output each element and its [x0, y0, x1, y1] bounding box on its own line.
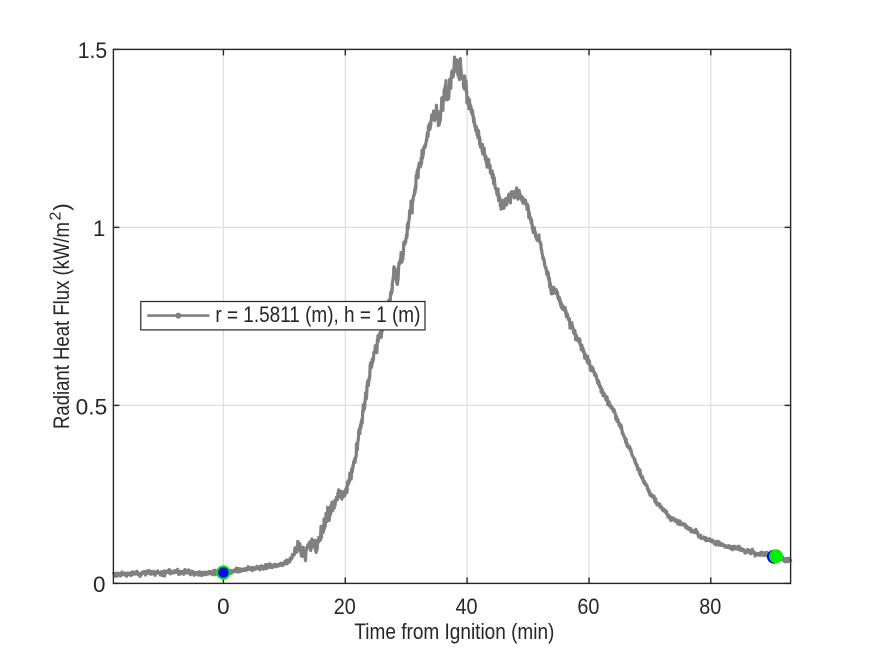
svg-text:): ): [49, 203, 74, 210]
svg-text:20: 20: [334, 594, 356, 619]
svg-text:2: 2: [48, 212, 65, 221]
svg-text:1.5: 1.5: [78, 38, 108, 63]
svg-text:40: 40: [456, 594, 478, 619]
svg-text:r = 1.5811 (m), h = 1 (m): r = 1.5811 (m), h = 1 (m): [215, 302, 420, 327]
svg-text:60: 60: [577, 594, 599, 619]
svg-text:Radiant Heat Flux (kW/m: Radiant Heat Flux (kW/m: [49, 222, 74, 429]
svg-text:1: 1: [93, 216, 105, 241]
svg-text:80: 80: [699, 594, 721, 619]
svg-text:0: 0: [93, 572, 105, 597]
svg-text:Time from Ignition (min): Time from Ignition (min): [354, 619, 554, 644]
svg-text:0: 0: [217, 594, 229, 619]
svg-text:0.5: 0.5: [76, 394, 108, 419]
